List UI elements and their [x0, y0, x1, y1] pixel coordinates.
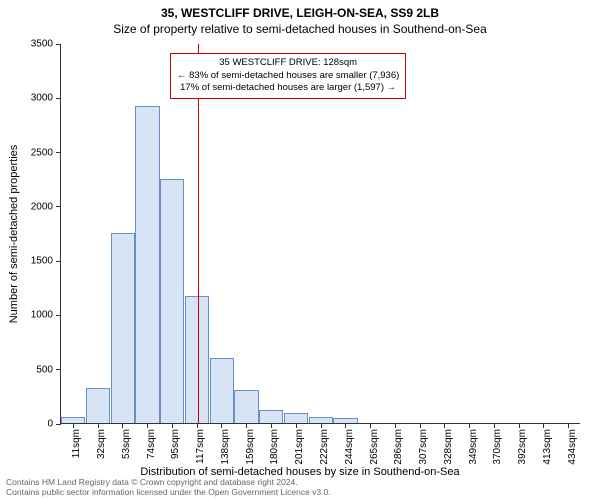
- y-tick: [56, 152, 61, 153]
- plot-area: 050010001500200025003000350011sqm32sqm53…: [60, 44, 580, 424]
- x-tick-label: 95sqm: [170, 429, 181, 459]
- x-axis-label: Distribution of semi-detached houses by …: [0, 466, 600, 478]
- y-tick-label: 2000: [31, 201, 53, 212]
- histogram-bar: [111, 233, 135, 423]
- x-tick: [122, 423, 123, 428]
- x-tick-label: 32sqm: [96, 429, 107, 459]
- y-tick: [56, 369, 61, 370]
- x-tick-label: 265sqm: [369, 429, 380, 465]
- histogram-bar: [284, 413, 308, 423]
- x-tick-label: 11sqm: [71, 429, 82, 458]
- y-tick: [56, 44, 61, 45]
- x-tick-label: 434sqm: [567, 429, 578, 465]
- x-tick-label: 349sqm: [468, 429, 479, 465]
- chart-subtitle: Size of property relative to semi-detach…: [0, 20, 600, 36]
- x-tick-label: 159sqm: [245, 429, 256, 465]
- annotation-line: 17% of semi-detached houses are larger (…: [177, 82, 399, 94]
- x-tick: [73, 423, 74, 428]
- annotation-box: 35 WESTCLIFF DRIVE: 128sqm← 83% of semi-…: [170, 53, 406, 98]
- x-tick-label: 286sqm: [393, 429, 404, 465]
- x-tick: [221, 423, 222, 428]
- x-tick: [494, 423, 495, 428]
- histogram-bar: [210, 358, 234, 423]
- x-tick-label: 392sqm: [517, 429, 528, 465]
- y-tick-label: 1500: [31, 256, 53, 267]
- x-tick-label: 222sqm: [319, 429, 330, 465]
- x-tick-label: 138sqm: [220, 429, 231, 465]
- footer-attribution: Contains HM Land Registry data © Crown c…: [6, 478, 331, 498]
- x-tick: [469, 423, 470, 428]
- x-tick-label: 370sqm: [492, 429, 503, 465]
- x-tick-label: 74sqm: [146, 429, 157, 459]
- x-tick: [197, 423, 198, 428]
- y-tick-label: 3500: [31, 39, 53, 50]
- x-tick-label: 244sqm: [344, 429, 355, 465]
- x-tick: [420, 423, 421, 428]
- histogram-bar: [234, 390, 258, 423]
- footer-line2: Contains public sector information licen…: [6, 488, 331, 498]
- chart-title-address: 35, WESTCLIFF DRIVE, LEIGH-ON-SEA, SS9 2…: [0, 0, 600, 20]
- x-tick: [98, 423, 99, 428]
- x-tick: [321, 423, 322, 428]
- x-tick: [246, 423, 247, 428]
- x-tick-label: 201sqm: [294, 429, 305, 465]
- x-tick: [147, 423, 148, 428]
- y-tick-label: 500: [36, 364, 53, 375]
- y-tick-label: 1000: [31, 310, 53, 321]
- y-tick-label: 0: [47, 419, 53, 430]
- y-axis-label: Number of semi-detached properties: [8, 55, 20, 234]
- histogram-bar: [135, 106, 159, 423]
- y-tick-label: 2500: [31, 147, 53, 158]
- reference-line: [198, 44, 199, 423]
- x-tick: [370, 423, 371, 428]
- histogram-bar: [185, 296, 209, 423]
- x-tick-label: 328sqm: [443, 429, 454, 465]
- histogram-bar: [160, 179, 184, 423]
- x-tick: [568, 423, 569, 428]
- y-tick: [56, 261, 61, 262]
- x-tick-label: 53sqm: [121, 429, 132, 459]
- x-tick: [395, 423, 396, 428]
- y-tick: [56, 315, 61, 316]
- histogram-bar: [259, 410, 283, 423]
- x-tick-label: 117sqm: [195, 429, 206, 464]
- x-tick-label: 307sqm: [418, 429, 429, 465]
- chart-area: 050010001500200025003000350011sqm32sqm53…: [60, 44, 580, 424]
- annotation-line: 35 WESTCLIFF DRIVE: 128sqm: [177, 57, 399, 69]
- y-tick-label: 3000: [31, 93, 53, 104]
- x-tick: [271, 423, 272, 428]
- y-tick: [56, 206, 61, 207]
- x-tick: [444, 423, 445, 428]
- histogram-bar: [86, 388, 110, 423]
- y-tick: [56, 424, 61, 425]
- x-tick: [519, 423, 520, 428]
- x-tick: [543, 423, 544, 428]
- y-tick: [56, 98, 61, 99]
- x-tick-label: 180sqm: [269, 429, 280, 465]
- annotation-line: ← 83% of semi-detached houses are smalle…: [177, 70, 399, 82]
- x-tick: [172, 423, 173, 428]
- x-tick: [345, 423, 346, 428]
- x-tick: [296, 423, 297, 428]
- x-tick-label: 413sqm: [542, 429, 553, 465]
